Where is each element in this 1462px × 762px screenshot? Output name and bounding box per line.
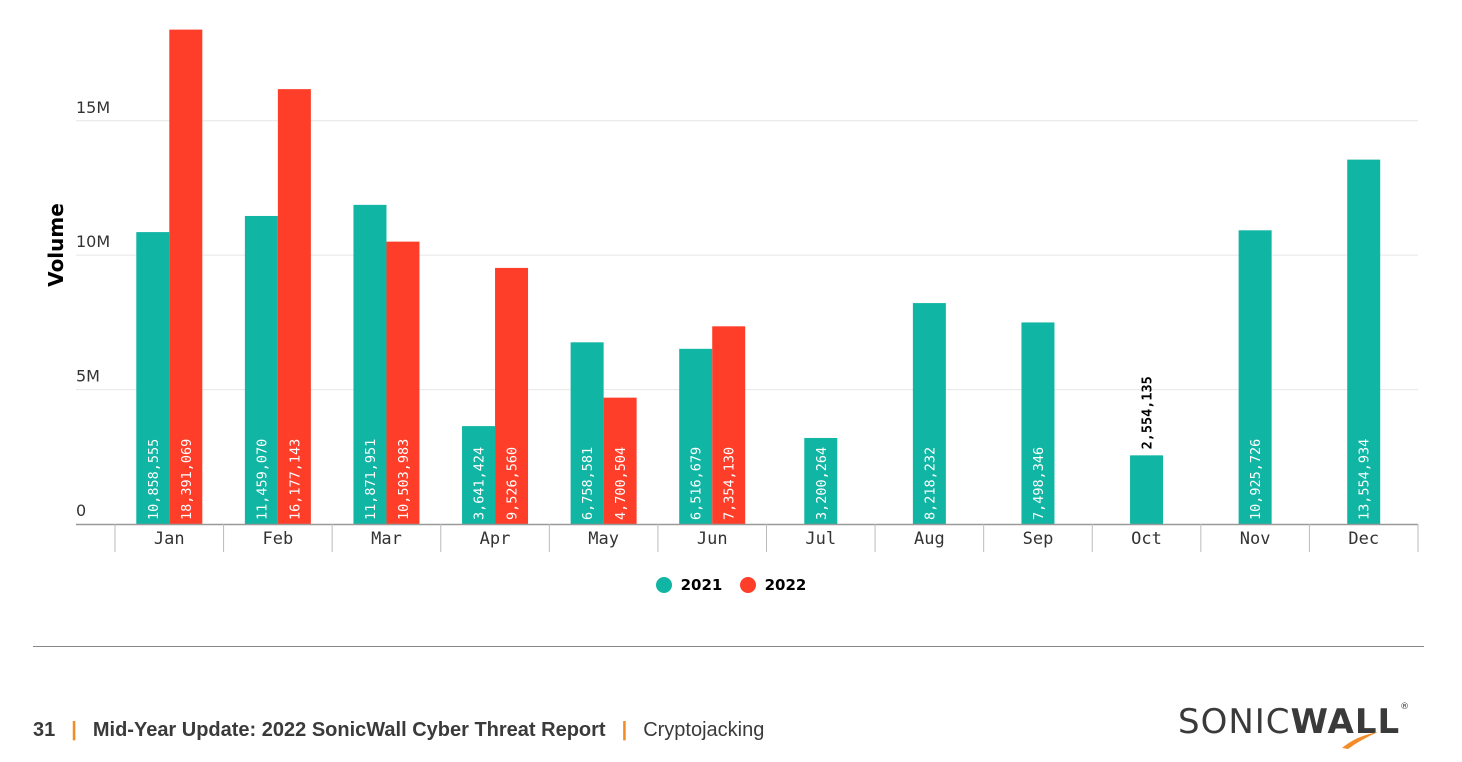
x-tick-label: Feb <box>263 529 294 549</box>
bar-2022-may <box>603 397 637 524</box>
bar-2021-apr <box>462 426 496 524</box>
bar-2021-jun <box>679 348 713 524</box>
bar-value-label: 11,871,951 <box>363 439 379 520</box>
page-number: 31 <box>33 719 56 741</box>
x-tick-label: May <box>588 529 619 549</box>
bar-2021-nov <box>1238 230 1272 525</box>
x-tick-label: Sep <box>1023 529 1054 549</box>
bar-value-label: 7,354,130 <box>722 447 738 520</box>
bar-2022-jan <box>169 29 203 524</box>
bar-value-label: 3,641,424 <box>472 447 488 520</box>
x-tick-label: Nov <box>1240 529 1271 549</box>
bar-chart: 0 5M 10M 15M Volume 10,858,555 18,391,069 11,… <box>44 29 1419 552</box>
bar-value-label: 2,554,135 <box>1140 376 1156 449</box>
footer-separator-2: | <box>621 719 628 741</box>
bar-value-label: 6,516,679 <box>689 447 705 520</box>
legend-item-2022[interactable]: 2022 <box>739 576 807 594</box>
bar-2021-jul <box>804 437 838 524</box>
bar-2022-jun <box>712 326 746 524</box>
x-tick-label: Oct <box>1131 529 1162 549</box>
bar-value-label: 16,177,143 <box>287 439 303 520</box>
bar-value-label: 8,218,232 <box>922 447 938 520</box>
bar-2021-jan <box>136 232 170 524</box>
y-axis-label: Volume <box>44 203 68 287</box>
logo-swoosh-icon <box>1342 732 1378 749</box>
bar-2022-apr <box>495 267 529 524</box>
footer-divider <box>33 646 1424 647</box>
legend-item-2021[interactable]: 2021 <box>655 576 723 594</box>
bar-2022-mar <box>386 241 420 524</box>
y-tick-label: 5M <box>76 367 100 386</box>
x-tick-label: Jan <box>154 529 185 549</box>
bar-2021-dec <box>1347 159 1381 524</box>
footer: 31 | Mid-Year Update: 2022 SonicWall Cyber… <box>33 719 764 742</box>
section-name: Cryptojacking <box>643 719 765 741</box>
bar-2021-oct <box>1130 455 1164 524</box>
footer-separator: | <box>71 719 77 741</box>
y-tick-label: 0 <box>76 501 86 520</box>
bar-2021-may <box>570 342 604 524</box>
bar-value-label: 10,925,726 <box>1248 439 1264 520</box>
x-tick-label: Aug <box>914 529 945 549</box>
x-tick-label: Apr <box>480 529 511 549</box>
legend-label-2021: 2021 <box>680 576 723 594</box>
y-tick-label: 10M <box>76 232 110 251</box>
sonicwall-logo: SONICWALL® <box>1178 702 1411 742</box>
bar-2021-sep <box>1021 322 1055 524</box>
bars: 10,858,555 18,391,069 11,459,070 16,177,143… <box>136 29 1381 525</box>
bar-value-label: 11,459,070 <box>254 439 270 520</box>
y-tick-label: 15M <box>76 98 110 117</box>
bar-value-label: 10,503,983 <box>396 439 412 520</box>
bar-value-label: 13,554,934 <box>1357 439 1373 520</box>
bar-value-label: 4,700,504 <box>613 447 629 520</box>
y-axis-ticks: 0 5M 10M 15M <box>76 98 110 520</box>
legend: 2021 2022 <box>0 576 1462 597</box>
x-axis: Jan Feb Mar Apr May Jun Jul Aug Sep Oct Nov Dec <box>76 523 1419 552</box>
bar-2021-mar <box>353 204 387 525</box>
bar-2022-feb <box>277 89 311 525</box>
x-tick-label: Jul <box>805 529 836 549</box>
x-tick-label: Dec <box>1348 529 1379 549</box>
bar-value-label: 10,858,555 <box>146 439 162 520</box>
legend-swatch-2021 <box>655 577 672 593</box>
bar-value-label: 3,200,264 <box>814 447 830 520</box>
bar-value-label: 18,391,069 <box>179 439 195 520</box>
x-tick-label: Jun <box>697 529 728 549</box>
x-tick-label: Mar <box>371 529 402 549</box>
legend-swatch-2022 <box>739 577 756 593</box>
bar-value-label: 6,758,581 <box>580 447 596 520</box>
bar-2021-aug <box>912 303 946 524</box>
report-title: Mid-Year Update: 2022 SonicWall Cyber Th… <box>92 719 606 741</box>
bar-2021-feb <box>244 215 278 524</box>
legend-label-2022: 2022 <box>764 576 807 594</box>
bar-value-label: 9,526,560 <box>505 447 521 520</box>
bar-value-label: 7,498,346 <box>1031 447 1047 520</box>
